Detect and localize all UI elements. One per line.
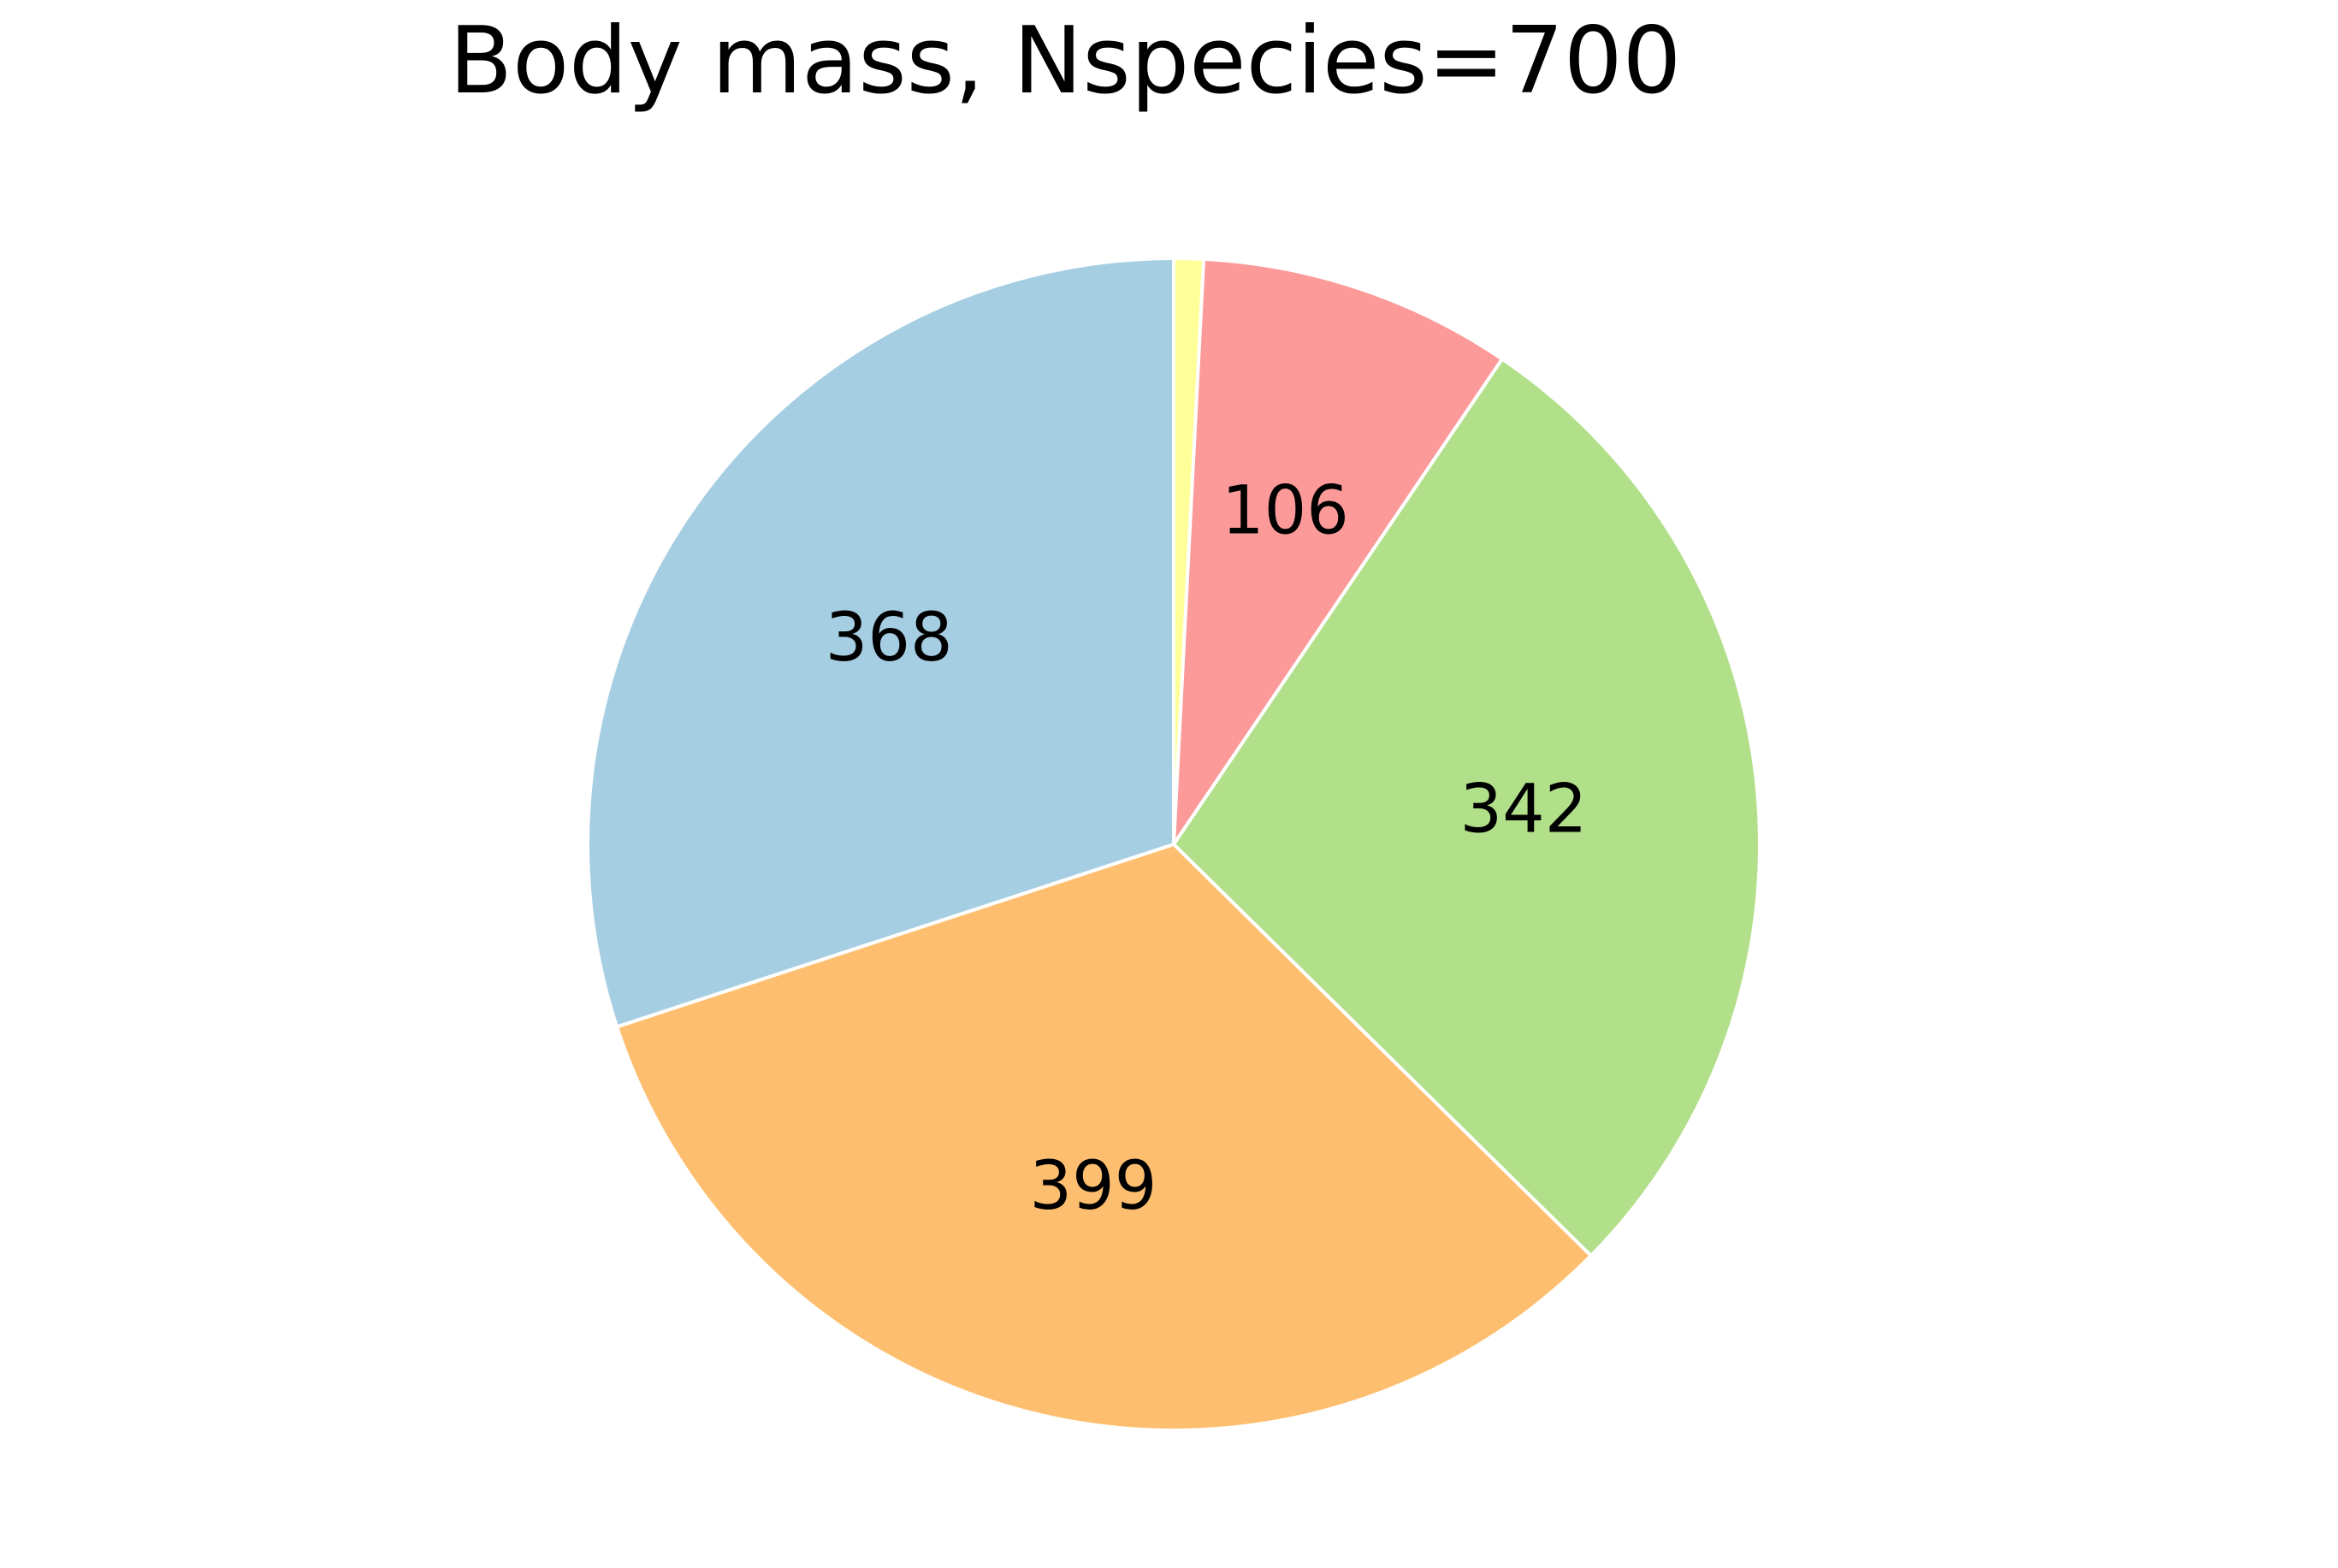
pie-slice-3 [615, 843, 1593, 1432]
pie-slice-labels: 106 342 399 368 [826, 472, 1588, 1225]
pie-slice-1 [1172, 257, 1504, 846]
pie-slice-4 [585, 257, 1175, 1029]
pie-slices [585, 257, 1761, 1432]
pie-slice-label-1: 106 [1222, 472, 1349, 549]
pie-slice-label-4: 368 [826, 600, 953, 677]
chart-title: Body mass, Nspecies=700 [449, 8, 1681, 115]
pie-slice-label-3: 399 [1030, 1148, 1157, 1225]
pie-slice-2 [1172, 357, 1761, 1257]
pie-slice-label-2: 342 [1460, 772, 1588, 849]
